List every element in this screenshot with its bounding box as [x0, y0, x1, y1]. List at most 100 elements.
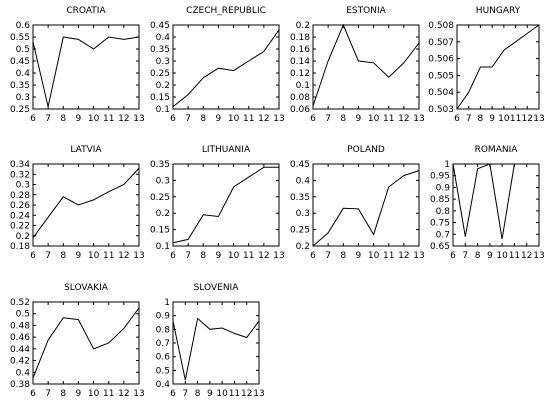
y-tick-label: 0.3: [156, 57, 170, 67]
x-tick-label: 8: [200, 251, 206, 261]
y-tick-label: 0.9: [156, 312, 171, 322]
x-tick-label: 13: [273, 114, 284, 124]
y-tick-label: 0.3: [156, 176, 170, 186]
plot-frame: [312, 163, 420, 247]
plot-frame: [456, 24, 540, 110]
x-tick-label: 10: [88, 389, 100, 399]
panel-title: CZECH_REPUBLIC: [186, 6, 266, 16]
y-tick-label: 0.2: [296, 21, 310, 31]
x-tick-label: 12: [521, 251, 532, 261]
series-line: [32, 36, 140, 107]
y-tick-label: 0.4: [16, 368, 31, 378]
x-tick-label: 9: [76, 389, 82, 399]
y-tick-label: 1: [164, 298, 170, 308]
y-tick-label: 0.3: [296, 209, 310, 219]
x-tick-label: 7: [182, 389, 188, 399]
x-tick-label: 10: [228, 114, 240, 124]
y-tick-label: 0.55: [10, 33, 30, 43]
y-tick-label: 0.38: [10, 380, 30, 390]
x-tick-label: 9: [356, 114, 362, 124]
x-tick-label: 10: [228, 251, 240, 261]
chart-panel: SLOVAKIA 0.38 0.40.42 0.44 0.46 0.480.5 0.52 6 7…: [10, 283, 145, 399]
y-tick-label: 0.35: [290, 193, 310, 203]
y-tick-label: 0.1: [156, 105, 170, 115]
y-tick-label: 0.6: [16, 21, 31, 31]
x-tick-label: 8: [60, 114, 66, 124]
y-tick-label: 0.1: [296, 81, 310, 91]
x-tick-label: 10: [498, 114, 510, 124]
x-tick-label: 10: [216, 389, 228, 399]
y-tick-label: 0.2: [156, 81, 170, 91]
x-tick-label: 11: [510, 114, 521, 124]
x-tick-label: 11: [229, 389, 240, 399]
y-tick-label: 0.14: [290, 57, 310, 67]
x-tick-label: 10: [88, 251, 100, 261]
y-tick-label: 0.52: [10, 298, 30, 308]
series-line: [172, 166, 279, 244]
series-line: [172, 29, 280, 107]
x-tick-label: 6: [310, 251, 316, 261]
panel-title: HUNGARY: [476, 6, 521, 16]
x-tick-label: 13: [273, 251, 284, 261]
x-tick-label: 8: [340, 251, 346, 261]
y-tick-label: 0.25: [150, 69, 170, 79]
y-tick-label: 0.25: [150, 193, 170, 203]
plot-frame: [32, 24, 140, 110]
x-tick-label: 11: [509, 251, 520, 261]
y-tick-label: 0.507: [428, 38, 454, 48]
y-tick-label: 0.18: [290, 33, 310, 43]
x-tick-label: 9: [216, 114, 222, 124]
y-tick-label: 0.75: [430, 219, 450, 229]
chart-panel: POLAND 0.2 0.25 0.3 0.35 0.4 0.45 6 7 8 9 10 11 12 13: [290, 145, 425, 261]
y-tick-label: 0.15: [150, 93, 170, 103]
x-tick-label: 8: [60, 389, 66, 399]
x-tick-label: 11: [243, 114, 254, 124]
chart-panel: HUNGARY 0.503 0.504 0.505 0.506 0.507 0.508 6 7 8…: [428, 6, 544, 124]
y-tick-label: 1: [444, 160, 450, 170]
y-tick-label: 0.18: [10, 242, 30, 252]
x-tick-label: 13: [133, 389, 144, 399]
x-tick-label: 10: [368, 114, 380, 124]
y-tick-label: 0.06: [290, 105, 310, 115]
series-line: [312, 170, 420, 247]
x-tick-label: 6: [30, 251, 36, 261]
y-tick-label: 0.4: [16, 69, 31, 79]
panel-title: ROMANIA: [475, 145, 519, 155]
x-tick-label: 6: [30, 114, 36, 124]
x-tick-label: 8: [60, 251, 66, 261]
x-tick-label: 7: [462, 251, 468, 261]
x-tick-label: 6: [30, 389, 36, 399]
y-tick-label: 0.24: [10, 211, 30, 221]
series-line: [172, 317, 260, 381]
x-tick-label: 6: [170, 114, 176, 124]
x-tick-label: 8: [475, 251, 481, 261]
y-tick-label: 0.2: [296, 242, 310, 252]
x-tick-label: 13: [133, 114, 144, 124]
y-tick-label: 0.5: [16, 45, 30, 55]
x-tick-label: 7: [466, 114, 472, 124]
y-tick-label: 0.45: [150, 21, 170, 31]
y-tick-label: 0.5: [156, 366, 170, 376]
x-tick-label: 7: [45, 114, 51, 124]
y-tick-label: 0.5: [16, 310, 30, 320]
y-tick-label: 0.46: [10, 333, 30, 343]
x-tick-label: 10: [88, 114, 100, 124]
x-tick-label: 11: [243, 251, 254, 261]
y-tick-label: 0.6: [156, 353, 171, 363]
plot-frame: [312, 24, 420, 110]
x-tick-label: 9: [76, 114, 82, 124]
y-tick-label: 0.2: [156, 209, 170, 219]
x-tick-label: 8: [340, 114, 346, 124]
y-tick-label: 0.26: [10, 201, 30, 211]
y-tick-label: 0.85: [430, 195, 450, 205]
plot-frame: [32, 163, 140, 247]
y-tick-label: 0.7: [156, 339, 170, 349]
series-line: [32, 167, 140, 239]
x-tick-label: 11: [383, 114, 394, 124]
x-tick-label: 12: [241, 389, 252, 399]
x-tick-label: 13: [413, 114, 424, 124]
x-tick-label: 11: [103, 389, 114, 399]
y-tick-label: 0.25: [10, 105, 30, 115]
